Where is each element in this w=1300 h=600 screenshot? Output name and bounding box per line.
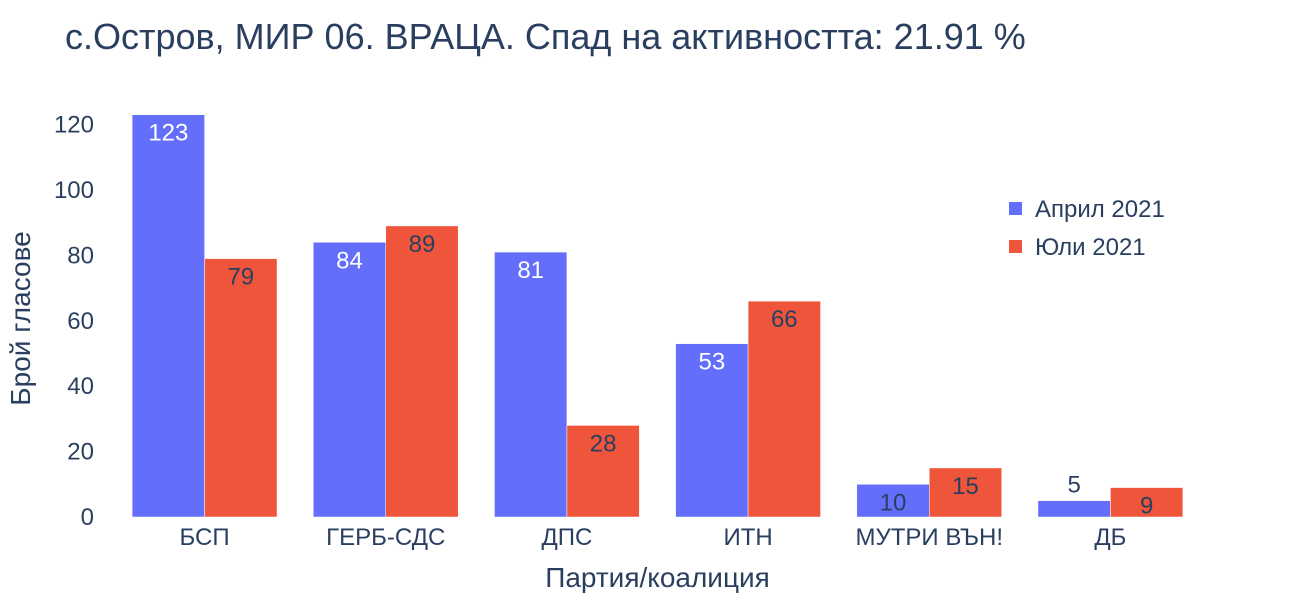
x-tick-label: ДПС xyxy=(541,524,592,551)
legend-label: Април 2021 xyxy=(1035,196,1165,223)
y-tick-label: 0 xyxy=(81,504,94,531)
bar-april-2[interactable] xyxy=(494,251,568,518)
bar-value-label: 84 xyxy=(336,247,363,274)
bar-value-label: 9 xyxy=(1140,493,1153,520)
y-tick-label: 60 xyxy=(67,308,94,335)
bar-value-label: 53 xyxy=(698,349,725,376)
legend-label: Юли 2021 xyxy=(1035,234,1146,261)
bar-value-label: 89 xyxy=(409,231,436,258)
bar-july-2[interactable] xyxy=(566,425,640,518)
bar-july-0[interactable] xyxy=(204,258,278,518)
bar-april-4[interactable] xyxy=(856,484,930,518)
bar-july-1[interactable] xyxy=(385,225,459,518)
legend[interactable]: Април 2021 Юли 2021 xyxy=(1009,196,1165,261)
bar-value-label: 15 xyxy=(952,473,979,500)
legend-swatch xyxy=(1009,202,1022,215)
legend-item-july[interactable]: Юли 2021 xyxy=(1009,234,1146,261)
bar-july-4[interactable] xyxy=(929,467,1002,518)
x-axis-ticks: БСП ГЕРБ-СДС ДПС ИТН МУТРИ ВЪН! ДБ xyxy=(180,524,1127,551)
y-tick-label: 120 xyxy=(54,112,94,139)
bar-value-label: 28 xyxy=(590,430,617,457)
y-tick-label: 80 xyxy=(67,242,94,269)
bar-labels: 123 84 81 53 10 5 79 89 28 66 15 9 xyxy=(148,120,1153,520)
legend-swatch xyxy=(1009,240,1022,253)
x-axis-title: Партия/коалиция xyxy=(545,562,770,593)
y-axis-ticks: 0 20 40 60 80 100 120 xyxy=(54,112,94,531)
bar-value-label: 66 xyxy=(771,306,798,333)
bar-value-label: 5 xyxy=(1068,472,1081,499)
bar-value-label: 10 xyxy=(880,489,907,516)
bar-april-3[interactable] xyxy=(675,343,749,518)
y-tick-label: 40 xyxy=(67,373,94,400)
x-tick-label: БСП xyxy=(180,524,230,551)
bar-april-1[interactable] xyxy=(313,242,386,518)
x-tick-label: ДБ xyxy=(1094,524,1126,551)
legend-item-april[interactable]: Април 2021 xyxy=(1009,196,1165,223)
y-tick-label: 20 xyxy=(67,439,94,466)
x-tick-label: ГЕРБ-СДС xyxy=(326,524,445,551)
x-tick-label: ИТН xyxy=(723,524,772,551)
bar-value-label: 79 xyxy=(227,264,254,291)
bar-value-label: 81 xyxy=(517,257,544,284)
bar-value-label: 123 xyxy=(148,120,188,147)
bar-july-5[interactable] xyxy=(1110,487,1184,518)
y-tick-label: 100 xyxy=(54,177,94,204)
bar-april-5[interactable] xyxy=(1037,500,1111,518)
bars xyxy=(131,114,1184,518)
bar-july-3[interactable] xyxy=(747,300,821,518)
chart-title: с.Остров, МИР 06. ВРАЦА. Спад на активно… xyxy=(65,16,1026,57)
bar-april-0[interactable] xyxy=(131,114,205,518)
x-tick-label: МУТРИ ВЪН! xyxy=(856,524,1003,551)
y-axis-title: Брой гласове xyxy=(5,231,36,405)
